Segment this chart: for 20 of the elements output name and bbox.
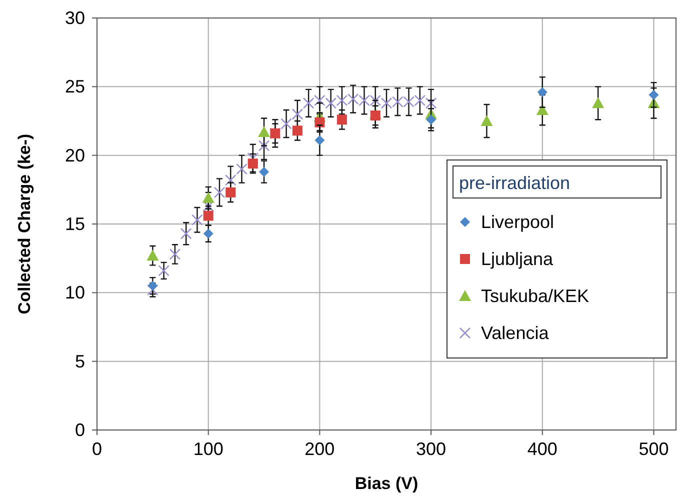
y-tick-label: 30: [64, 8, 85, 28]
legend-label: Liverpool: [481, 212, 554, 232]
y-tick-label: 25: [64, 76, 85, 97]
y-tick-label: 10: [64, 282, 85, 303]
x-axis-title: Bias (V): [354, 474, 418, 493]
x-tick-label: 200: [304, 439, 335, 459]
y-axis-title: Collected Charge (ke-): [15, 134, 34, 314]
x-tick-label: 0: [92, 439, 102, 459]
y-tick-label: 0: [74, 420, 85, 440]
legend-label: Ljubljana: [481, 249, 554, 269]
y-tick-label: 20: [64, 145, 85, 166]
legend-title: pre-irradiation: [459, 173, 570, 193]
x-tick-label: 100: [193, 439, 224, 459]
y-tick-label: 15: [64, 214, 85, 234]
legend-label: Tsukuba/KEK: [481, 286, 590, 306]
x-tick-label: 400: [527, 439, 558, 459]
y-tick-label: 5: [74, 351, 85, 372]
legend-label: Valencia: [481, 323, 550, 343]
x-tick-label: 300: [416, 439, 446, 459]
x-tick-label: 500: [638, 439, 669, 459]
